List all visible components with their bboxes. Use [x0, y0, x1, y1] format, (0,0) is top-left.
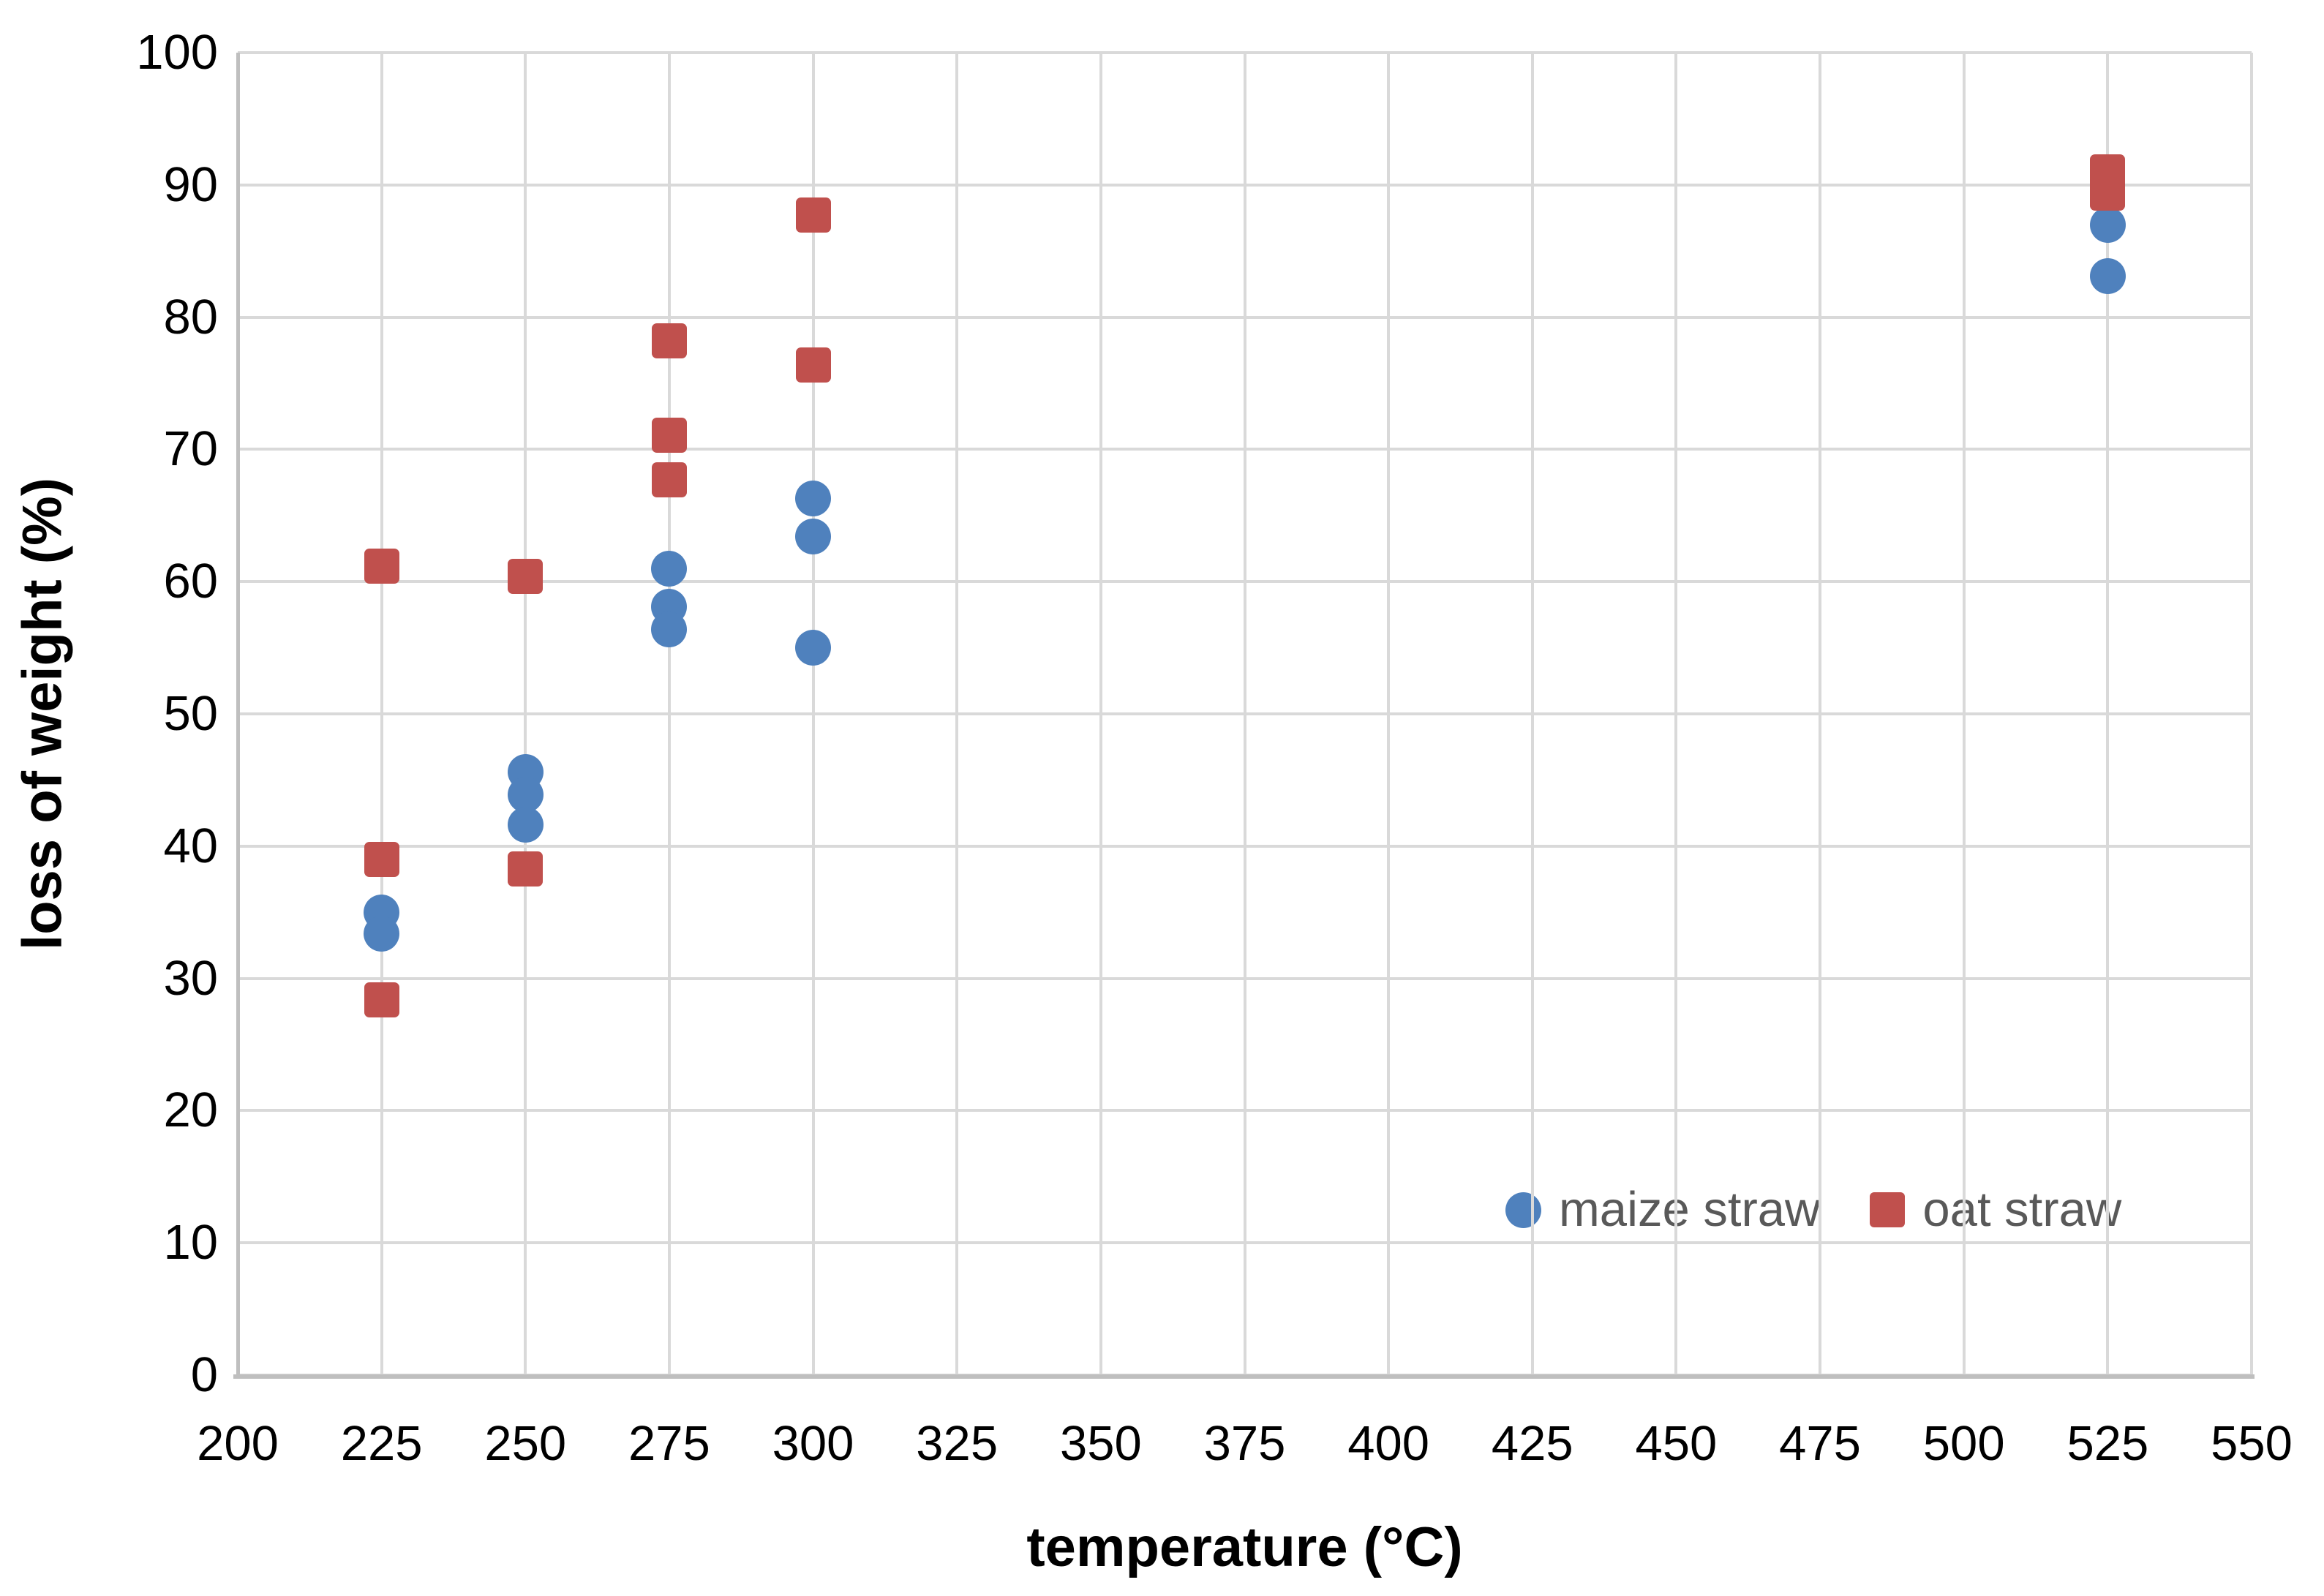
y-tick-label: 60 — [163, 554, 218, 609]
data-point-maize-straw — [2089, 258, 2126, 295]
y-gridline — [238, 712, 2252, 715]
data-point-maize-straw — [795, 630, 832, 666]
y-gridline — [238, 1241, 2252, 1245]
y-gridline — [238, 580, 2252, 584]
y-tick-label: 70 — [163, 421, 218, 477]
x-tick-label: 375 — [1203, 1416, 1286, 1471]
y-gridline — [238, 1109, 2252, 1113]
y-gridline — [238, 976, 2252, 980]
y-axis-line — [236, 53, 240, 1378]
y-gridline — [238, 183, 2252, 187]
data-point-oat-straw — [795, 347, 831, 383]
x-tick-label: 275 — [628, 1416, 710, 1471]
data-point-maize-straw — [795, 519, 832, 555]
y-tick-label: 50 — [163, 686, 218, 741]
x-tick-label: 325 — [916, 1416, 999, 1471]
y-tick-label: 10 — [163, 1215, 218, 1271]
data-point-oat-straw — [364, 548, 399, 584]
data-point-maize-straw — [507, 776, 544, 813]
x-tick-label: 400 — [1347, 1416, 1430, 1471]
oat-straw-legend-marker-icon — [1870, 1192, 1906, 1227]
x-tick-label: 475 — [1779, 1416, 1861, 1471]
y-gridline — [238, 448, 2252, 451]
data-point-maize-straw — [651, 611, 688, 647]
oat-straw-legend-label: oat straw — [1922, 1182, 2122, 1237]
x-tick-label: 350 — [1059, 1416, 1142, 1471]
y-tick-label: 0 — [190, 1347, 218, 1402]
x-tick-label: 200 — [197, 1416, 279, 1471]
y-tick-label: 30 — [163, 950, 218, 1006]
data-point-oat-straw — [651, 323, 687, 359]
data-point-oat-straw — [364, 841, 399, 877]
data-point-maize-straw — [507, 807, 544, 843]
y-tick-label: 80 — [163, 289, 218, 345]
x-tick-label: 250 — [484, 1416, 567, 1471]
data-point-maize-straw — [651, 550, 688, 587]
y-gridline — [238, 315, 2252, 319]
y-gridline — [238, 51, 2252, 54]
x-axis-line — [233, 1374, 2255, 1379]
data-point-oat-straw — [2090, 175, 2126, 211]
data-point-oat-straw — [508, 851, 544, 887]
data-point-oat-straw — [364, 982, 399, 1017]
maize-straw-legend-label: maize straw — [1559, 1182, 1821, 1237]
y-tick-label: 90 — [163, 157, 218, 212]
data-point-oat-straw — [651, 462, 687, 497]
y-gridline — [238, 844, 2252, 848]
maize-straw-legend-marker-icon — [1505, 1192, 1541, 1228]
data-point-oat-straw — [508, 558, 544, 594]
legend: maize straw oat straw — [1505, 1179, 2121, 1241]
data-point-maize-straw — [795, 480, 832, 516]
data-point-maize-straw — [2089, 206, 2126, 243]
x-tick-label: 550 — [2211, 1416, 2293, 1471]
x-tick-label: 525 — [2067, 1416, 2149, 1471]
x-tick-label: 425 — [1491, 1416, 1573, 1471]
data-point-maize-straw — [364, 915, 400, 952]
y-tick-label: 40 — [163, 818, 218, 873]
data-point-oat-straw — [795, 197, 831, 233]
data-point-oat-straw — [651, 417, 687, 453]
x-tick-label: 225 — [340, 1416, 423, 1471]
x-axis-title: temperature (°C) — [1026, 1516, 1463, 1578]
x-tick-label: 450 — [1635, 1416, 1718, 1471]
y-tick-label: 100 — [136, 25, 218, 80]
x-gridline — [2250, 53, 2253, 1375]
x-tick-label: 500 — [1922, 1416, 2005, 1471]
x-tick-label: 300 — [772, 1416, 854, 1471]
y-tick-label: 20 — [163, 1083, 218, 1138]
